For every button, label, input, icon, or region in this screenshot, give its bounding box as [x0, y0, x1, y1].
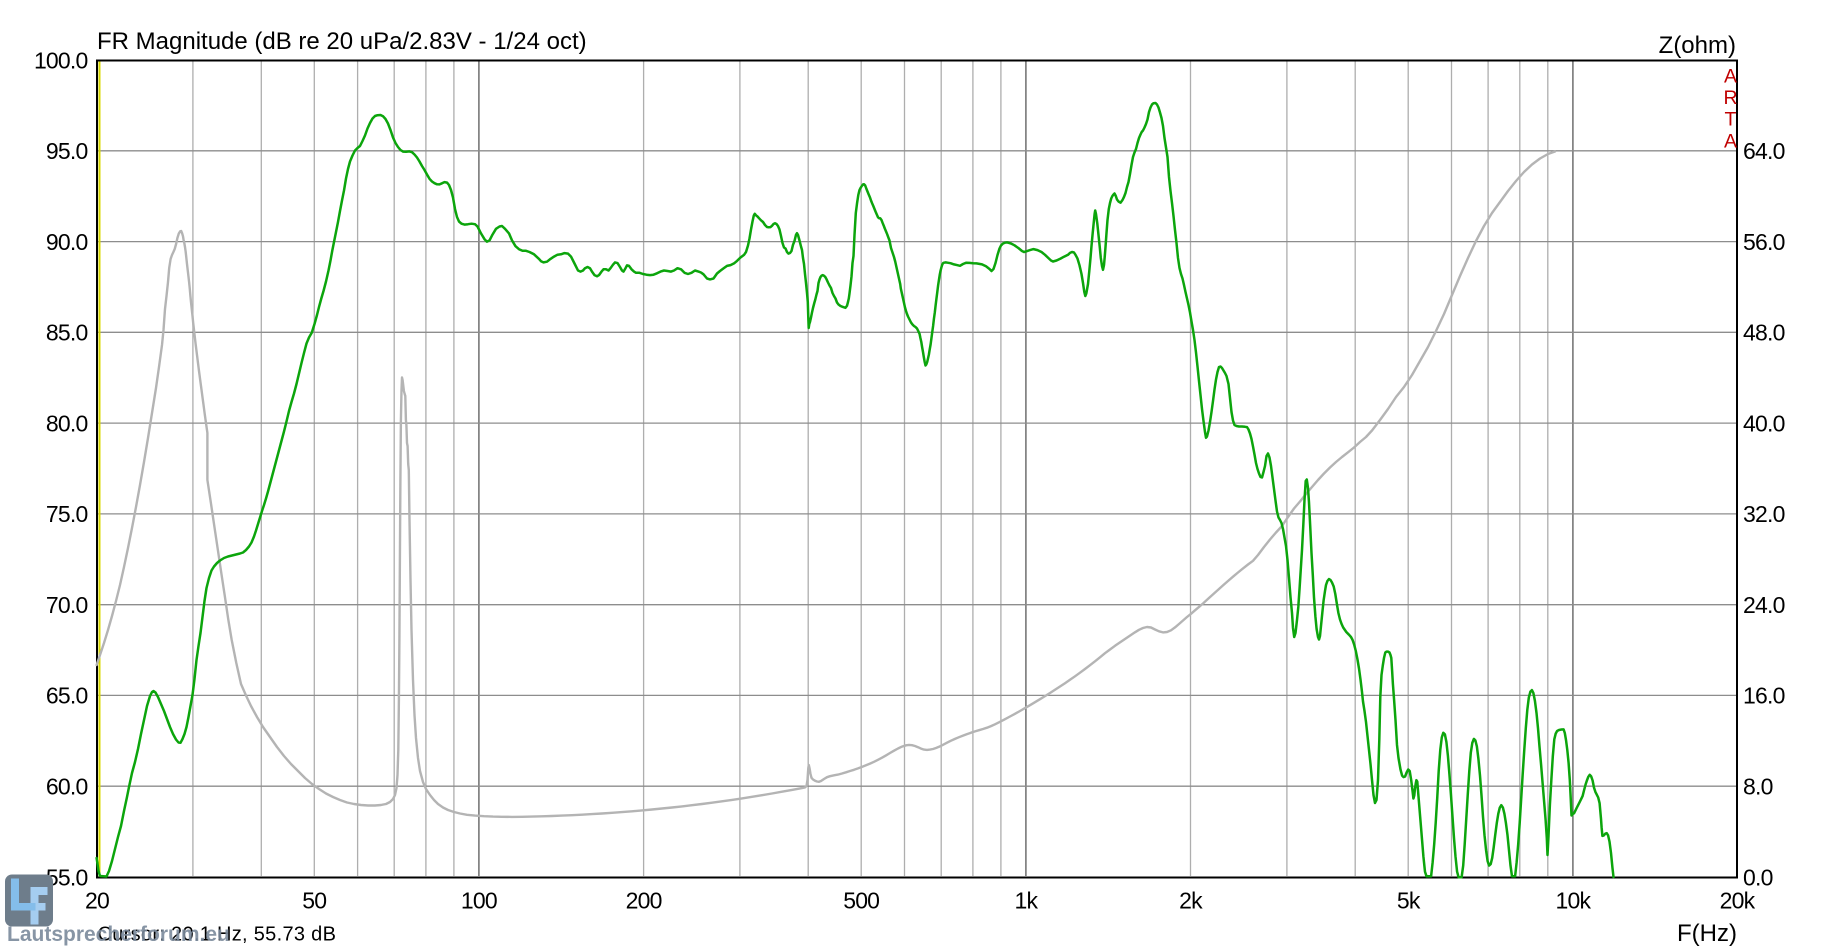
svg-text:60.0: 60.0 — [46, 774, 88, 800]
svg-text:16.0: 16.0 — [1743, 683, 1785, 709]
svg-text:32.0: 32.0 — [1743, 501, 1785, 527]
svg-text:56.0: 56.0 — [1743, 229, 1785, 255]
svg-text:48.0: 48.0 — [1743, 320, 1785, 346]
svg-text:5k: 5k — [1397, 888, 1421, 914]
svg-text:75.0: 75.0 — [46, 501, 88, 527]
svg-text:100: 100 — [461, 888, 497, 914]
svg-text:8.0: 8.0 — [1743, 774, 1773, 800]
svg-text:A: A — [1724, 65, 1737, 87]
svg-text:500: 500 — [843, 888, 879, 914]
svg-text:A: A — [1724, 130, 1737, 152]
svg-text:24.0: 24.0 — [1743, 592, 1785, 618]
svg-text:70.0: 70.0 — [46, 592, 88, 618]
svg-text:200: 200 — [626, 888, 662, 914]
svg-text:2k: 2k — [1179, 888, 1203, 914]
svg-text:80.0: 80.0 — [46, 410, 88, 436]
svg-text:85.0: 85.0 — [46, 320, 88, 346]
svg-text:64.0: 64.0 — [1743, 138, 1785, 164]
svg-text:90.0: 90.0 — [46, 229, 88, 255]
svg-text:R: R — [1723, 87, 1737, 109]
svg-text:65.0: 65.0 — [46, 683, 88, 709]
svg-text:40.0: 40.0 — [1743, 410, 1785, 436]
svg-text:0.0: 0.0 — [1743, 864, 1773, 890]
svg-text:Cursor: 20.1 Hz, 55.73 dB: Cursor: 20.1 Hz, 55.73 dB — [98, 924, 337, 946]
svg-text:1k: 1k — [1015, 888, 1039, 914]
svg-text:95.0: 95.0 — [46, 138, 88, 164]
svg-text:F(Hz): F(Hz) — [1677, 920, 1737, 947]
svg-text:T: T — [1725, 109, 1737, 131]
svg-text:10k: 10k — [1556, 888, 1592, 914]
svg-text:20: 20 — [85, 888, 109, 914]
svg-text:50: 50 — [302, 888, 326, 914]
svg-text:Lautsprecherforum.eu: Lautsprecherforum.eu — [7, 923, 230, 946]
svg-text:Z(ohm): Z(ohm) — [1659, 32, 1736, 59]
svg-text:FR Magnitude (dB re 20 uPa/2.8: FR Magnitude (dB re 20 uPa/2.83V - 1/24 … — [97, 28, 587, 55]
svg-text:100.0: 100.0 — [34, 47, 88, 73]
svg-text:20k: 20k — [1720, 888, 1756, 914]
